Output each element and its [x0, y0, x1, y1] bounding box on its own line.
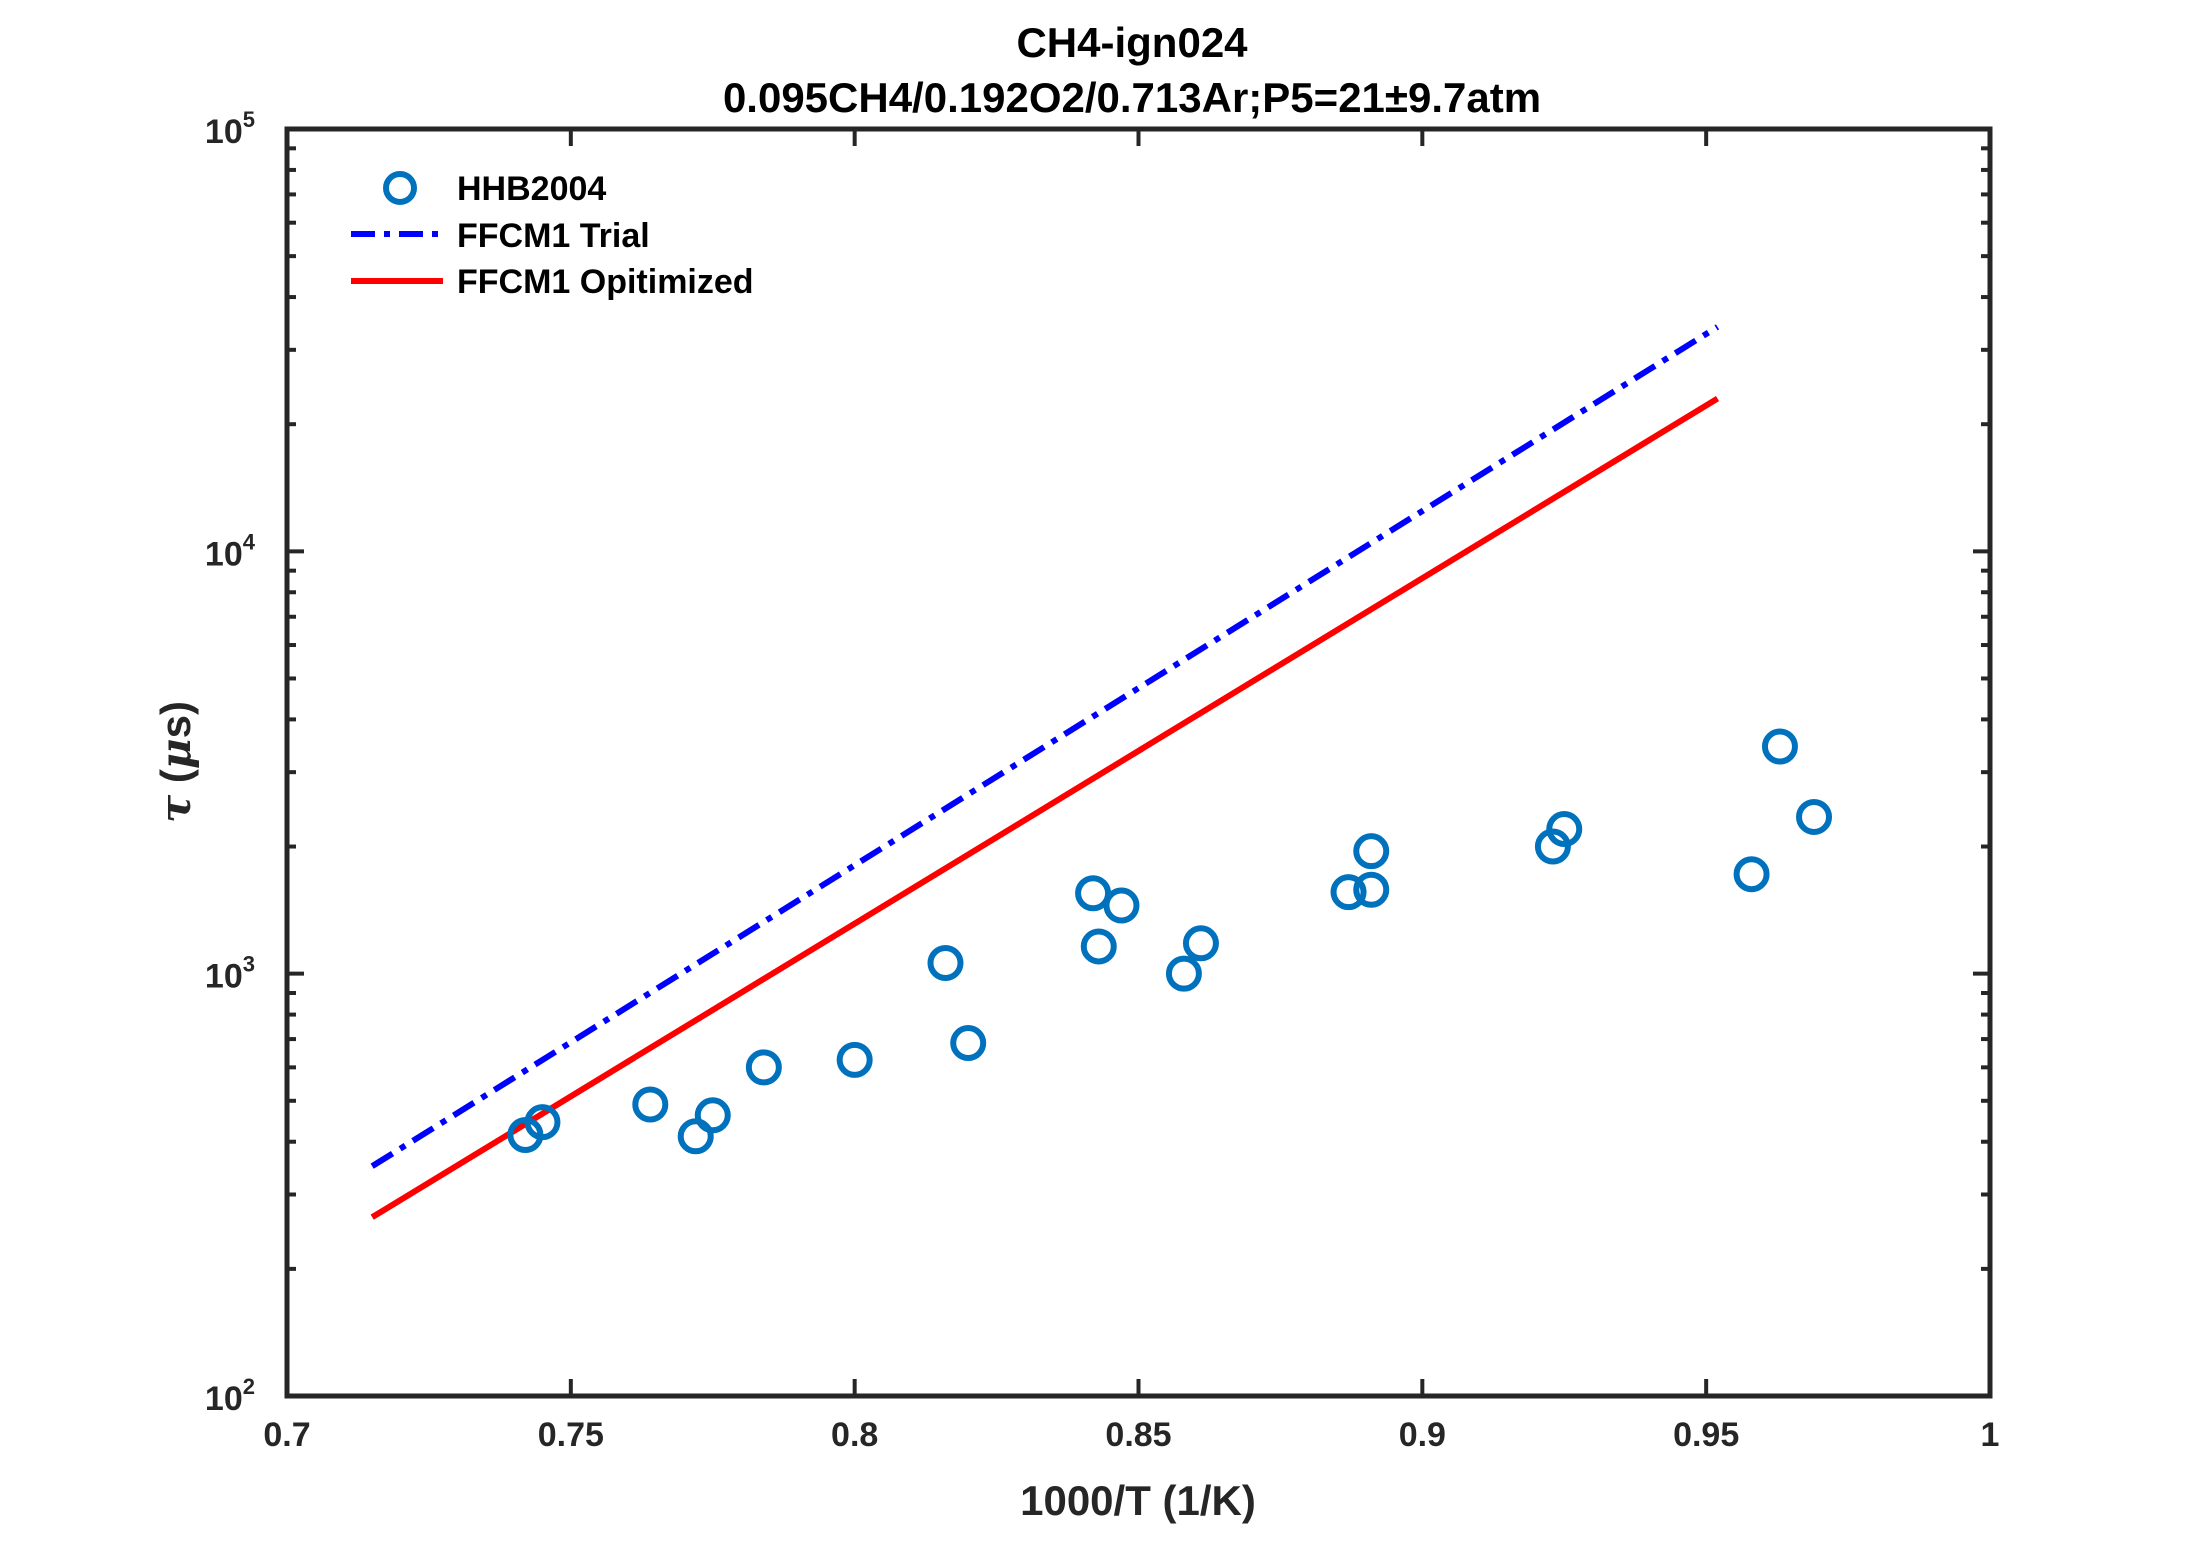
y-tick-label: 103: [205, 952, 255, 996]
series-lines: [370, 324, 1720, 1220]
y-axis-label-unit: s): [152, 701, 199, 738]
data-point-marker: [1761, 728, 1798, 765]
data-point-marker: [1080, 928, 1117, 965]
data-point-marker: [524, 1104, 561, 1141]
y-tick-base: 10: [205, 113, 243, 151]
y-tick-base: 10: [205, 958, 243, 996]
data-point-marker: [1182, 925, 1219, 962]
legend-label-optimized: FFCM1 Opitimized: [457, 263, 754, 301]
y-tick-base: 10: [205, 1380, 243, 1418]
y-axis-label-mu: μ: [151, 738, 200, 769]
x-tick-label: 0.8: [831, 1416, 878, 1454]
data-point-marker: [694, 1097, 731, 1134]
data-point-marker: [836, 1041, 873, 1078]
legend-label-trial: FFCM1 Trial: [457, 217, 650, 255]
y-tick-label: 105: [205, 107, 255, 151]
series-line-ffcm1-optimized: [370, 396, 1720, 1220]
x-tick-label: 0.7: [263, 1416, 310, 1454]
x-tick-label: 1: [1981, 1416, 2000, 1454]
data-point-marker: [1796, 798, 1833, 835]
major-ticks: [285, 127, 1992, 1398]
legend: HHB2004 FFCM1 Trial FFCM1 Opitimized: [351, 170, 754, 301]
x-tick-labels: 0.7 0.75 0.8 0.85 0.9 0.95 1: [263, 1416, 1999, 1454]
y-tick-exponent: 4: [243, 529, 256, 554]
legend-label-hhb2004: HHB2004: [457, 170, 606, 208]
y-axis-label-tau: τ: [151, 794, 200, 823]
y-tick-exponent: 3: [243, 952, 255, 977]
x-tick-label: 0.75: [538, 1416, 604, 1454]
data-point-marker: [1103, 887, 1140, 924]
data-point-marker: [1165, 955, 1202, 992]
chart-title: CH4-ign024: [1016, 19, 1248, 66]
data-markers: [507, 728, 1833, 1155]
chart-subtitle: 0.095CH4/0.192O2/0.713Ar;P5=21±9.7atm: [723, 74, 1541, 121]
data-point-marker: [950, 1025, 987, 1062]
y-axis-label: τ (μs): [151, 701, 200, 823]
series-line-ffcm1-trial: [370, 324, 1720, 1169]
data-point-marker: [927, 944, 964, 981]
data-point-marker: [1733, 856, 1770, 893]
x-axis-label: 1000/T (1/K): [1020, 1477, 1256, 1524]
data-point-marker: [677, 1118, 714, 1155]
y-tick-label: 102: [205, 1374, 255, 1418]
x-tick-label: 0.85: [1105, 1416, 1171, 1454]
y-tick-base: 10: [205, 535, 243, 573]
y-tick-label: 104: [205, 529, 256, 573]
data-point-marker: [745, 1049, 782, 1086]
data-point-marker: [1546, 811, 1583, 848]
data-point-marker: [1353, 833, 1390, 870]
y-axis-label-open: (: [152, 769, 199, 795]
data-point-marker: [1353, 871, 1390, 908]
data-point-marker: [1075, 875, 1112, 912]
minor-ticks: [287, 146, 1990, 1271]
x-tick-label: 0.95: [1673, 1416, 1739, 1454]
data-point-marker: [632, 1086, 669, 1123]
y-tick-exponent: 2: [243, 1374, 255, 1399]
legend-marker-hhb2004: [383, 171, 417, 205]
y-tick-exponent: 5: [243, 107, 255, 132]
x-tick-label: 0.9: [1399, 1416, 1446, 1454]
plot-area-frame: [284, 126, 1993, 1399]
data-point-marker: [1330, 874, 1367, 911]
